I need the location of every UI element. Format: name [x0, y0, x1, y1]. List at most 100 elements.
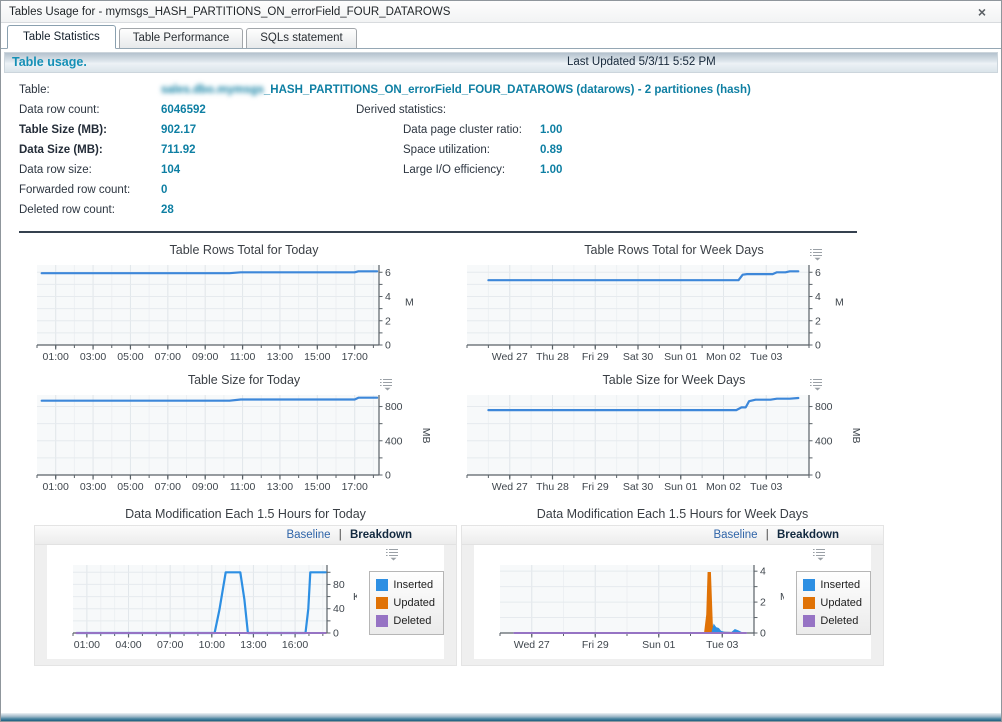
svg-text:03:00: 03:00: [80, 481, 106, 493]
rows-week-chart: Wed 27 Thu 28 Fri 29 Sat 30 Sun 01 Mon 02 Tue …: [466, 265, 844, 363]
size-today-chart: 01:00 03:00 05:00 07:00 09:00 11:00 13:00 15:00…: [36, 395, 432, 493]
svg-text:07:00: 07:00: [155, 351, 181, 363]
svg-text:04:00: 04:00: [115, 639, 141, 651]
stat-row: Data Size (MB): 711.92: [19, 140, 751, 160]
legend-item-deleted[interactable]: Deleted: [376, 612, 435, 630]
redacted-table-prefix: sales.dbo.mymsgs: [161, 84, 264, 96]
svg-text:05:00: 05:00: [117, 351, 143, 363]
breakdown-link[interactable]: Breakdown: [777, 529, 839, 541]
svg-text:Wed 27: Wed 27: [492, 351, 528, 363]
legend-item-deleted[interactable]: Deleted: [803, 612, 862, 630]
svg-text:400: 400: [385, 435, 403, 447]
legend-label: Updated: [820, 597, 862, 609]
tab-table-statistics[interactable]: Table Statistics: [7, 25, 116, 49]
derived-row: Data page cluster ratio: 1.00: [403, 120, 562, 140]
svg-text:Thu 28: Thu 28: [536, 351, 569, 363]
header-separator: |: [338, 529, 342, 541]
svg-text:17:00: 17:00: [342, 481, 368, 493]
stat-label: Data row size:: [19, 164, 92, 176]
svg-text:Mon 02: Mon 02: [706, 351, 741, 363]
stat-row: Data row size: 104: [19, 160, 751, 180]
stat-value: 6046592: [161, 104, 206, 116]
chart-size-week: Table Size for Week Days Wed 27 Thu 28 Fri…: [459, 367, 889, 497]
chart-options-icon[interactable]: [385, 547, 399, 561]
close-icon[interactable]: ×: [977, 4, 987, 20]
stat-value: 0.89: [540, 144, 563, 156]
stat-value: 1.00: [540, 164, 563, 176]
svg-text:05:00: 05:00: [117, 481, 143, 493]
svg-text:MB: MB: [850, 428, 862, 444]
svg-text:03:00: 03:00: [80, 351, 106, 363]
window-titlebar: Tables Usage for - mymsgs_HASH_PARTITION…: [1, 1, 1001, 23]
svg-text:07:00: 07:00: [155, 481, 181, 493]
section-title: Table usage.: [12, 55, 87, 69]
svg-text:6: 6: [815, 267, 821, 279]
svg-text:Fri 29: Fri 29: [582, 481, 609, 493]
stat-label: Space utilization:: [403, 144, 490, 156]
derived-row: Space utilization: 0.89: [403, 140, 562, 160]
svg-text:2: 2: [385, 315, 391, 327]
legend-item-updated[interactable]: Updated: [803, 594, 862, 612]
tab-sqls-statement[interactable]: SQLs statement: [246, 28, 357, 49]
chart-options-icon[interactable]: [812, 547, 826, 561]
chart-legend: Inserted Updated Deleted: [369, 571, 444, 635]
chart-rows-week: Table Rows Total for Week Days Wed 27 Thu…: [459, 237, 889, 367]
legend-label: Inserted: [820, 579, 861, 591]
svg-text:0: 0: [333, 628, 339, 640]
stat-value: 0: [161, 184, 168, 196]
deleted-swatch-icon: [376, 615, 389, 627]
legend-item-inserted[interactable]: Inserted: [376, 576, 435, 594]
svg-text:K: K: [353, 591, 357, 603]
breakdown-link[interactable]: Breakdown: [350, 529, 412, 541]
svg-text:13:00: 13:00: [267, 481, 293, 493]
baseline-link[interactable]: Baseline: [713, 529, 758, 541]
svg-text:800: 800: [385, 401, 403, 413]
svg-text:13:00: 13:00: [240, 639, 266, 651]
svg-text:01:00: 01:00: [74, 639, 100, 651]
svg-text:Sat 30: Sat 30: [623, 481, 654, 493]
window-bottom-edge: [1, 713, 1001, 721]
table-name-text: _HASH_PARTITIONS_ON_errorField_FOUR_DATA…: [263, 84, 751, 96]
stat-label: Data Size (MB):: [19, 144, 103, 156]
stat-value: 711.92: [161, 144, 196, 156]
rows-today-chart: 01:00 03:00 05:00 07:00 09:00 11:00 13:00 15:00…: [36, 265, 414, 363]
svg-text:15:00: 15:00: [304, 351, 330, 363]
last-updated-text: Last Updated 5/3/11 5:52 PM: [567, 56, 716, 68]
updated-swatch-icon: [803, 597, 816, 609]
panel-body: 01:00 04:00 07:00 10:00 13:00 16:00 0 40 80 K Ins…: [47, 545, 444, 659]
svg-text:Fri 29: Fri 29: [582, 351, 609, 363]
panel-header: Baseline | Breakdown: [35, 526, 456, 545]
svg-text:4: 4: [385, 291, 391, 303]
svg-text:0: 0: [815, 340, 821, 352]
chart-title: Table Size for Today: [187, 373, 301, 387]
header-separator: |: [765, 529, 769, 541]
chart-options-icon[interactable]: [379, 377, 393, 391]
stat-row: Forwarded row count: 0: [19, 180, 751, 200]
svg-text:M: M: [780, 591, 784, 603]
chart-options-icon[interactable]: [809, 247, 823, 261]
baseline-link[interactable]: Baseline: [286, 529, 331, 541]
inserted-swatch-icon: [803, 579, 816, 591]
legend-item-inserted[interactable]: Inserted: [803, 576, 862, 594]
svg-text:0: 0: [385, 340, 391, 352]
chart-title: Data Modification Each 1.5 Hours for Tod…: [125, 507, 366, 521]
svg-text:13:00: 13:00: [267, 351, 293, 363]
stat-value: 104: [161, 164, 181, 176]
tab-table-performance[interactable]: Table Performance: [118, 28, 244, 49]
svg-text:0: 0: [760, 628, 766, 640]
derived-row: Large I/O efficiency: 1.00: [403, 160, 562, 180]
legend-item-updated[interactable]: Updated: [376, 594, 435, 612]
svg-text:Thu 28: Thu 28: [536, 481, 569, 493]
svg-text:Wed 27: Wed 27: [514, 639, 550, 651]
stat-label: Table Size (MB):: [19, 124, 107, 136]
svg-text:Wed 27: Wed 27: [492, 481, 528, 493]
chart-title: Table Size for Week Days: [602, 373, 746, 387]
svg-text:Mon 02: Mon 02: [706, 481, 741, 493]
svg-text:6: 6: [385, 267, 391, 279]
svg-text:07:00: 07:00: [157, 639, 183, 651]
stat-label: Data row count:: [19, 104, 100, 116]
chart-title: Data Modification Each 1.5 Hours for Wee…: [536, 507, 809, 521]
chart-options-icon[interactable]: [809, 377, 823, 391]
stat-row: Data row count: 6046592: [19, 100, 751, 120]
svg-text:0: 0: [815, 470, 821, 482]
